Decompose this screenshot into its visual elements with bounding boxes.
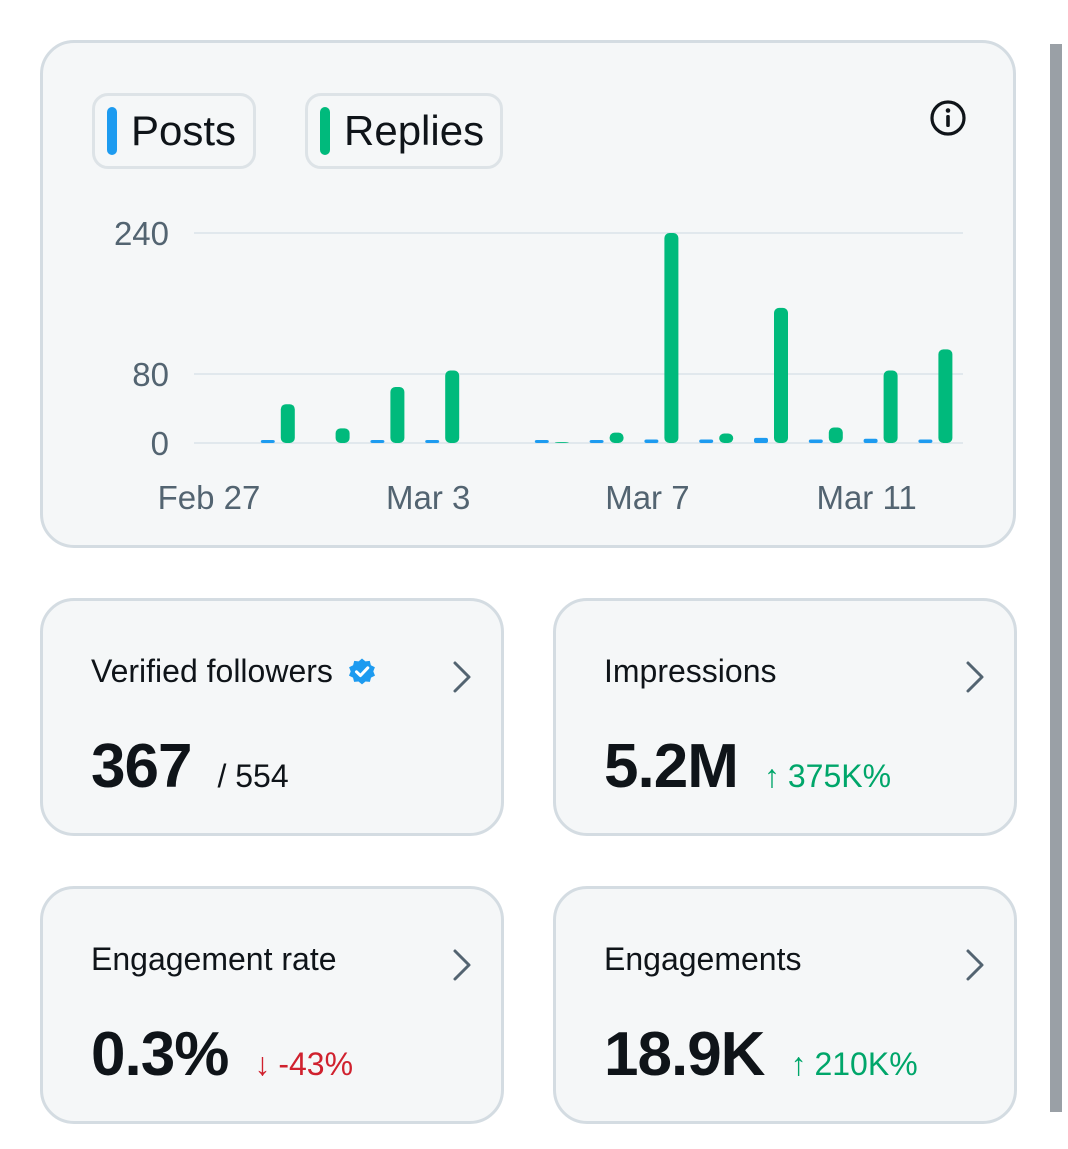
legend-posts-label: Posts xyxy=(131,107,237,154)
card-title: Engagements xyxy=(604,941,801,978)
scrollbar[interactable] xyxy=(1050,44,1062,1112)
verified-followers-card[interactable]: Verified followers 367 / 554 xyxy=(40,598,504,836)
posts-bar[interactable] xyxy=(754,437,768,443)
info-icon[interactable] xyxy=(929,99,967,137)
verified-followers-label: Verified followers xyxy=(91,653,333,689)
verified-badge-icon xyxy=(348,658,375,684)
posts-bar[interactable] xyxy=(534,440,549,443)
replies-bar[interactable] xyxy=(719,433,734,443)
verified-followers-value: 367 xyxy=(91,732,192,801)
replies-bar[interactable] xyxy=(883,370,898,443)
posts-bar[interactable] xyxy=(644,439,659,443)
posts-bar[interactable] xyxy=(808,439,823,443)
x-tick-label: Mar 11 xyxy=(816,479,916,516)
impressions-value: 5.2M xyxy=(604,732,739,801)
value-row: 5.2M ↑ 375K% xyxy=(604,731,891,802)
engagements-delta: ↑ 210K% xyxy=(790,1046,917,1083)
replies-bar[interactable] xyxy=(280,404,295,443)
y-tick-label: 80 xyxy=(132,356,169,393)
replies-bar[interactable] xyxy=(445,370,460,443)
replies-bar[interactable] xyxy=(664,233,679,443)
replies-bar[interactable] xyxy=(774,307,788,443)
arrow-down-icon: ↓ xyxy=(254,1046,271,1082)
replies-bar[interactable] xyxy=(554,442,569,443)
value-row: 18.9K ↑ 210K% xyxy=(604,1019,918,1090)
arrow-up-icon: ↑ xyxy=(763,758,780,794)
replies-bar[interactable] xyxy=(335,428,350,443)
posts-bar[interactable] xyxy=(589,440,604,443)
replies-bar[interactable] xyxy=(938,349,953,443)
engagement-rate-value: 0.3% xyxy=(91,1020,229,1089)
x-tick-label: Mar 7 xyxy=(605,479,689,516)
posts-bar[interactable] xyxy=(370,440,385,443)
value-row: 0.3% ↓ -43% xyxy=(91,1019,353,1090)
total-followers: / 554 xyxy=(217,758,289,794)
card-title: Verified followers xyxy=(91,653,377,690)
delta-value: 375K% xyxy=(787,758,892,794)
legend-posts-toggle[interactable]: Posts xyxy=(92,93,256,169)
card-title: Engagement rate xyxy=(91,941,337,978)
chevron-right-icon[interactable] xyxy=(964,947,986,983)
y-tick-label: 240 xyxy=(114,215,169,252)
replies-bar[interactable] xyxy=(609,432,624,443)
replies-swatch xyxy=(320,107,330,155)
delta-value: 210K% xyxy=(814,1046,918,1082)
engagement-rate-label: Engagement rate xyxy=(91,941,337,977)
chevron-right-icon[interactable] xyxy=(964,659,986,695)
replies-bar[interactable] xyxy=(828,427,843,443)
impressions-card[interactable]: Impressions 5.2M ↑ 375K% xyxy=(553,598,1017,836)
y-tick-label: 0 xyxy=(151,425,169,462)
value-row: 367 / 554 xyxy=(91,731,289,802)
bar-chart: 240 80 0 Feb 27 Mar 3 Mar 7 Mar 11 xyxy=(114,215,963,516)
replies-bar[interactable] xyxy=(390,386,405,443)
impressions-delta: ↑ 375K% xyxy=(764,758,891,795)
x-tick-label: Feb 27 xyxy=(158,479,261,516)
posts-bar[interactable] xyxy=(918,439,933,443)
legend-replies-toggle[interactable]: Replies xyxy=(305,93,503,169)
engagements-card[interactable]: Engagements 18.9K ↑ 210K% xyxy=(553,886,1017,1124)
chevron-right-icon[interactable] xyxy=(451,659,473,695)
x-tick-label: Mar 3 xyxy=(386,479,470,516)
chevron-right-icon[interactable] xyxy=(451,947,473,983)
posts-bar[interactable] xyxy=(260,440,275,443)
delta-value: -43% xyxy=(278,1046,354,1082)
activity-chart-card: Posts Replies 240 80 0 Feb 27 Mar 3 Mar 7 Mar … xyxy=(40,40,1016,548)
engagement-rate-delta: ↓ -43% xyxy=(254,1046,353,1083)
engagements-value: 18.9K xyxy=(604,1020,765,1089)
arrow-up-icon: ↑ xyxy=(790,1046,807,1082)
engagement-rate-card[interactable]: Engagement rate 0.3% ↓ -43% xyxy=(40,886,504,1124)
engagements-label: Engagements xyxy=(604,941,802,977)
impressions-label: Impressions xyxy=(604,653,777,689)
posts-bar[interactable] xyxy=(699,439,714,443)
posts-bar[interactable] xyxy=(863,438,878,443)
posts-bar[interactable] xyxy=(425,440,440,443)
posts-swatch xyxy=(107,107,117,155)
card-title: Impressions xyxy=(604,653,777,690)
legend-replies-label: Replies xyxy=(344,107,485,154)
